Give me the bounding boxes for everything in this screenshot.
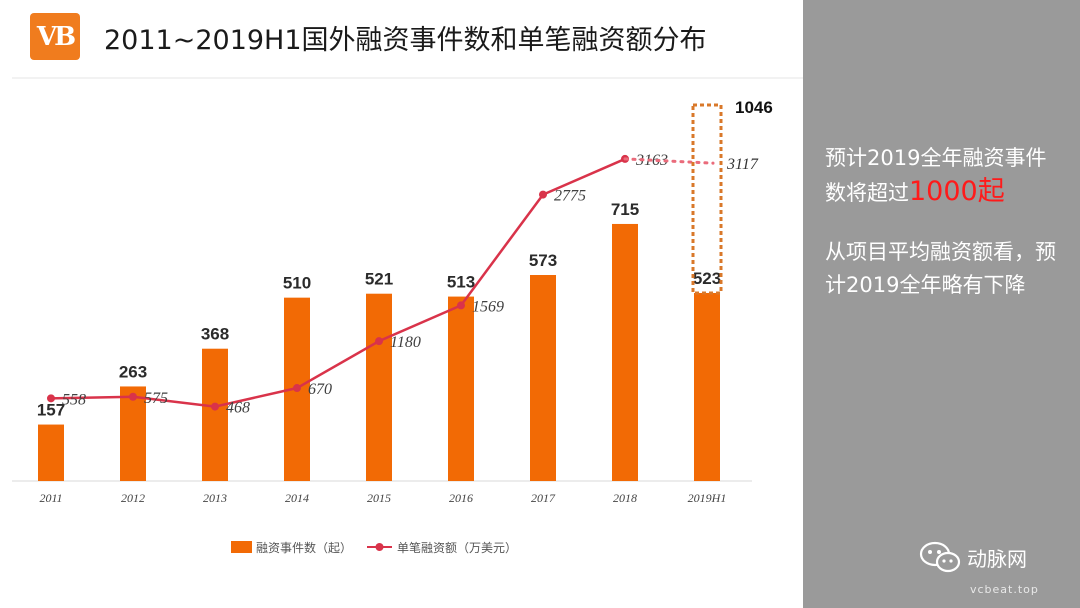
point-label-2013: 468 — [226, 400, 250, 417]
x-tick-2011: 2011 — [39, 491, 62, 505]
projection-events-label: 1046 — [735, 98, 773, 117]
point-2012 — [129, 392, 137, 401]
point-2016 — [457, 301, 465, 310]
x-tick-2016: 2016 — [449, 491, 473, 505]
x-tick-2015: 2015 — [367, 491, 391, 505]
point-label-2015: 1180 — [390, 334, 421, 351]
point-label-2016: 1569 — [472, 298, 504, 315]
bar-label-2016: 513 — [447, 273, 475, 292]
bar-2019H1 — [694, 292, 720, 481]
bar-label-2015: 521 — [365, 270, 393, 289]
watermark: 动脉网 — [919, 540, 1027, 574]
x-tick-2014: 2014 — [285, 491, 309, 505]
x-tick-2019H1: 2019H1 — [688, 491, 727, 505]
point-label-2012: 575 — [144, 390, 168, 407]
point-2011 — [47, 394, 55, 403]
point-2017 — [539, 190, 547, 199]
point-label-2017: 2775 — [554, 188, 586, 205]
bar-2012 — [120, 386, 146, 481]
bar-label-2014: 510 — [283, 274, 311, 293]
x-tick-2012: 2012 — [121, 491, 145, 505]
bar-label-2018: 715 — [611, 200, 639, 219]
point-2015 — [375, 337, 383, 346]
x-tick-2013: 2013 — [203, 491, 227, 505]
bar-label-2012: 263 — [119, 362, 147, 381]
page-title: 2011~2019H1国外融资事件数和单笔融资额分布 — [104, 25, 707, 56]
bar-label-2017: 573 — [529, 251, 557, 270]
projection-box — [691, 103, 723, 295]
sidebar-panel: 预计2019全年融资事件数将超过1000起 从项目平均融资额看，预计2019全年… — [803, 0, 1080, 608]
projection-amount-label: 3117 — [726, 156, 759, 173]
note-forecast-text: 预计2019全年融资事件数将超过 — [825, 146, 1047, 205]
bar-label-2011: 157 — [37, 401, 65, 420]
legend-line-marker — [375, 543, 384, 551]
bar-2015 — [366, 293, 392, 481]
projection-line — [623, 157, 715, 165]
bar-2016 — [448, 296, 474, 481]
x-tick-2018: 2018 — [613, 491, 637, 505]
point-2014 — [293, 384, 301, 393]
bar-label-2013: 368 — [201, 325, 229, 344]
wechat-icon — [919, 541, 961, 573]
chart: 157 263 368 510 521 513 573 715 523 2011 2012 2013… — [12, 77, 803, 555]
note-forecast-events: 预计2019全年融资事件数将超过1000起 — [825, 142, 1065, 210]
vb-logo: VB — [30, 13, 80, 60]
point-label-2014: 670 — [308, 381, 332, 398]
legend-bar-swatch — [231, 541, 252, 553]
point-label-2011: 558 — [62, 391, 86, 408]
note-forecast-highlight: 1000起 — [909, 176, 1005, 207]
bar-2018 — [612, 223, 638, 481]
line-avg-amount — [50, 157, 626, 408]
watermark-url: vcbeat.top — [970, 583, 1039, 596]
legend-line-label: 单笔融资额（万美元） — [397, 540, 517, 555]
legend-bar-label: 融资事件数（起） — [256, 540, 352, 555]
bar-label-2019H1: 523 — [693, 269, 721, 288]
bar-2011 — [38, 424, 64, 481]
bar-2013 — [202, 348, 228, 481]
point-2013 — [211, 402, 219, 411]
x-tick-2017: 2017 — [531, 491, 556, 505]
bar-2017 — [530, 275, 556, 481]
watermark-name: 动脉网 — [967, 546, 1027, 571]
note-forecast-amount: 从项目平均融资额看，预计2019全年略有下降 — [825, 240, 1056, 297]
